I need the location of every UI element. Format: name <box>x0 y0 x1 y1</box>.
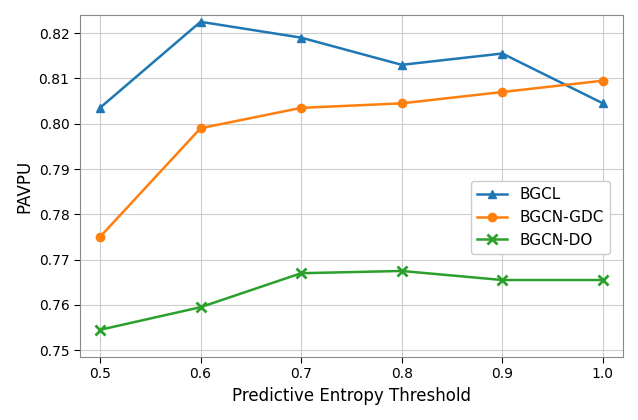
Legend: BGCL, BGCN-GDC, BGCN-DO: BGCL, BGCN-GDC, BGCN-DO <box>471 181 610 254</box>
BGCN-GDC <box>398 101 406 106</box>
BGCL <box>599 101 607 106</box>
BGCN-GDC <box>197 126 204 131</box>
BGCN-DO <box>398 268 406 273</box>
BGCN-GDC <box>96 234 104 239</box>
Line: BGCN-DO: BGCN-DO <box>95 266 608 335</box>
BGCN-DO <box>297 271 305 276</box>
BGCL <box>297 35 305 40</box>
BGCN-GDC <box>599 78 607 83</box>
Line: BGCN-GDC: BGCN-GDC <box>96 76 607 241</box>
BGCL <box>398 62 406 67</box>
Line: BGCL: BGCL <box>96 18 607 112</box>
BGCN-GDC <box>498 89 506 94</box>
BGCN-DO <box>96 327 104 332</box>
BGCN-DO <box>197 304 204 310</box>
BGCN-GDC <box>297 105 305 110</box>
BGCL <box>498 51 506 56</box>
BGCL <box>197 19 204 24</box>
BGCN-DO <box>498 278 506 283</box>
X-axis label: Predictive Entropy Threshold: Predictive Entropy Threshold <box>232 387 471 405</box>
BGCN-DO <box>599 278 607 283</box>
BGCL <box>96 105 104 110</box>
Y-axis label: PAVPU: PAVPU <box>15 159 33 213</box>
